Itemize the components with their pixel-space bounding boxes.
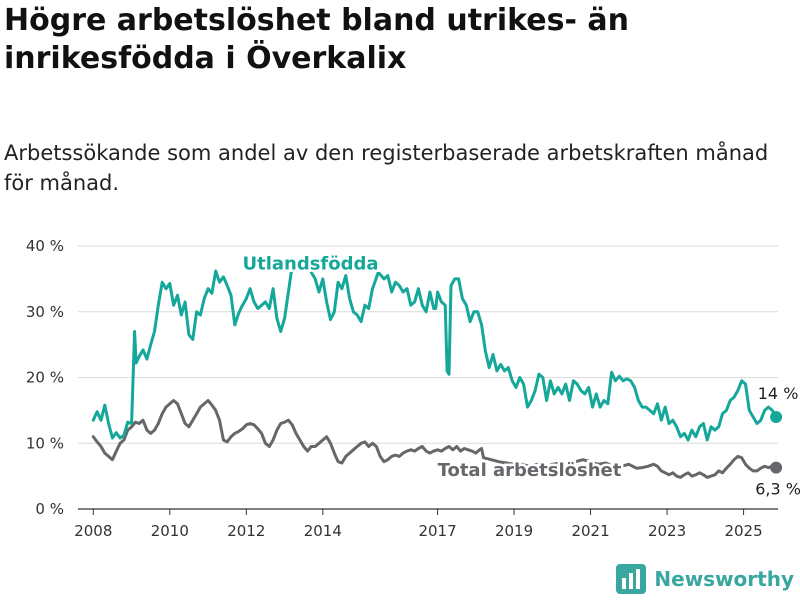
end-point-marker [770,461,783,474]
series-lines [91,260,783,479]
x-tick-label: 2021 [571,522,609,540]
x-tick-label: 2008 [74,522,112,540]
brand-name: Newsworthy [654,567,794,591]
y-tick-label: 20 % [26,369,64,387]
brand-logo: Newsworthy [616,564,794,594]
end-value-label: 14 % [758,384,799,403]
grid-lines [78,245,778,510]
chart-title: Högre arbetslöshet bland utrikes- än inr… [4,3,629,76]
y-tick-label: 40 % [26,237,64,255]
series-name-label: Total arbetslöshet [438,460,622,481]
bar-chart-logo-icon [616,564,647,594]
series-line [91,399,778,479]
x-axis: 2008 2010 2012 2014 2017 2019 2021 2023 2025 [74,509,763,540]
y-tick-label: 10 % [26,434,64,452]
y-axis-ticks: 0 % 10 % 20 % 30 % 40 % [26,237,64,518]
end-point-marker [770,410,783,423]
x-tick-label: 2012 [227,522,265,540]
x-tick-label: 2023 [648,522,686,540]
end-value-label: 6,3 % [755,480,800,499]
series-line [91,260,778,442]
y-tick-label: 0 % [35,500,64,518]
x-tick-label: 2025 [724,522,762,540]
series-labels: Utlandsfödda Total arbetslöshet 14 % 6,3 % [240,251,800,499]
x-tick-label: 2010 [151,522,189,540]
y-tick-label: 30 % [26,303,64,321]
x-tick-label: 2014 [304,522,342,540]
series-name-label: Utlandsfödda [242,254,378,275]
chart-subtitle: Arbetssökande som andel av den registerb… [4,141,769,195]
x-tick-label: 2017 [418,522,456,540]
x-tick-label: 2019 [495,522,533,540]
